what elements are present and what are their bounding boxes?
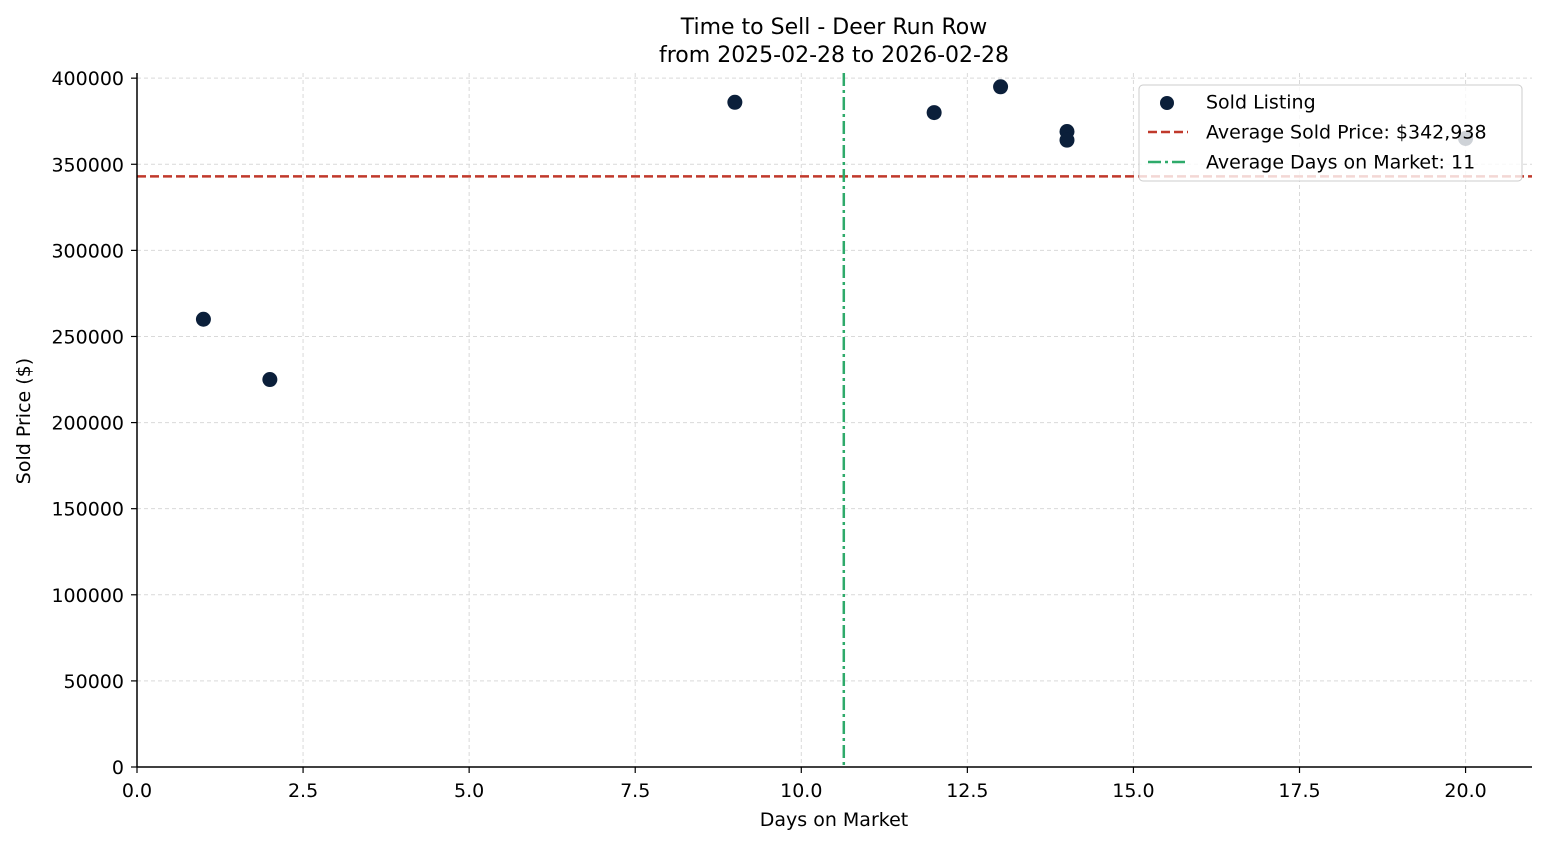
x-tick-label: 7.5 (620, 780, 650, 802)
legend-frame (1138, 84, 1523, 182)
sold-listing-point (926, 105, 942, 121)
x-tick-label: 17.5 (1278, 780, 1320, 802)
legend-label-average-days: Average Days on Market: 11 (1206, 152, 1475, 174)
chart-title: Time to Sell - Deer Run Row (680, 15, 988, 40)
y-tick-label: 50000 (64, 671, 124, 693)
sold-listing-point (993, 79, 1009, 95)
legend: Sold Listing Average Sold Price: $342,93… (1138, 84, 1523, 182)
legend-label-sold-listing: Sold Listing (1206, 92, 1316, 114)
axes: 0.0 2.5 5.0 7.5 10.0 12.5 15.0 17.5 20.0 0 50000 10… (51, 68, 1532, 802)
y-tick-label: 150000 (51, 499, 124, 521)
sold-listing-point (262, 372, 278, 388)
x-tick-label: 2.5 (288, 780, 318, 802)
y-axis-label: Sold Price ($) (13, 358, 35, 484)
y-tick-label: 250000 (51, 326, 124, 348)
legend-marker-sold-listing (1160, 96, 1174, 110)
y-tick-label: 350000 (51, 154, 124, 176)
sold-listing-point (195, 311, 211, 327)
y-tick-label: 100000 (51, 585, 124, 607)
x-axis-label: Days on Market (760, 809, 908, 831)
legend-label-average-price: Average Sold Price: $342,938 (1206, 122, 1487, 144)
x-tick-label: 0.0 (122, 780, 152, 802)
x-tick-label: 15.0 (1112, 780, 1154, 802)
chart-subtitle: from 2025-02-28 to 2026-02-28 (659, 43, 1009, 68)
x-tick-label: 20.0 (1444, 780, 1486, 802)
sold-listing-point (727, 94, 743, 110)
x-tick-label: 10.0 (780, 780, 822, 802)
y-tick-label: 300000 (51, 240, 124, 262)
y-tick-label: 400000 (51, 68, 124, 90)
y-tick-label: 200000 (51, 413, 124, 435)
x-tick-label: 12.5 (946, 780, 988, 802)
y-tick-label: 0 (112, 757, 124, 779)
sold-listing-point (1059, 132, 1075, 148)
x-tick-label: 5.0 (454, 780, 484, 802)
